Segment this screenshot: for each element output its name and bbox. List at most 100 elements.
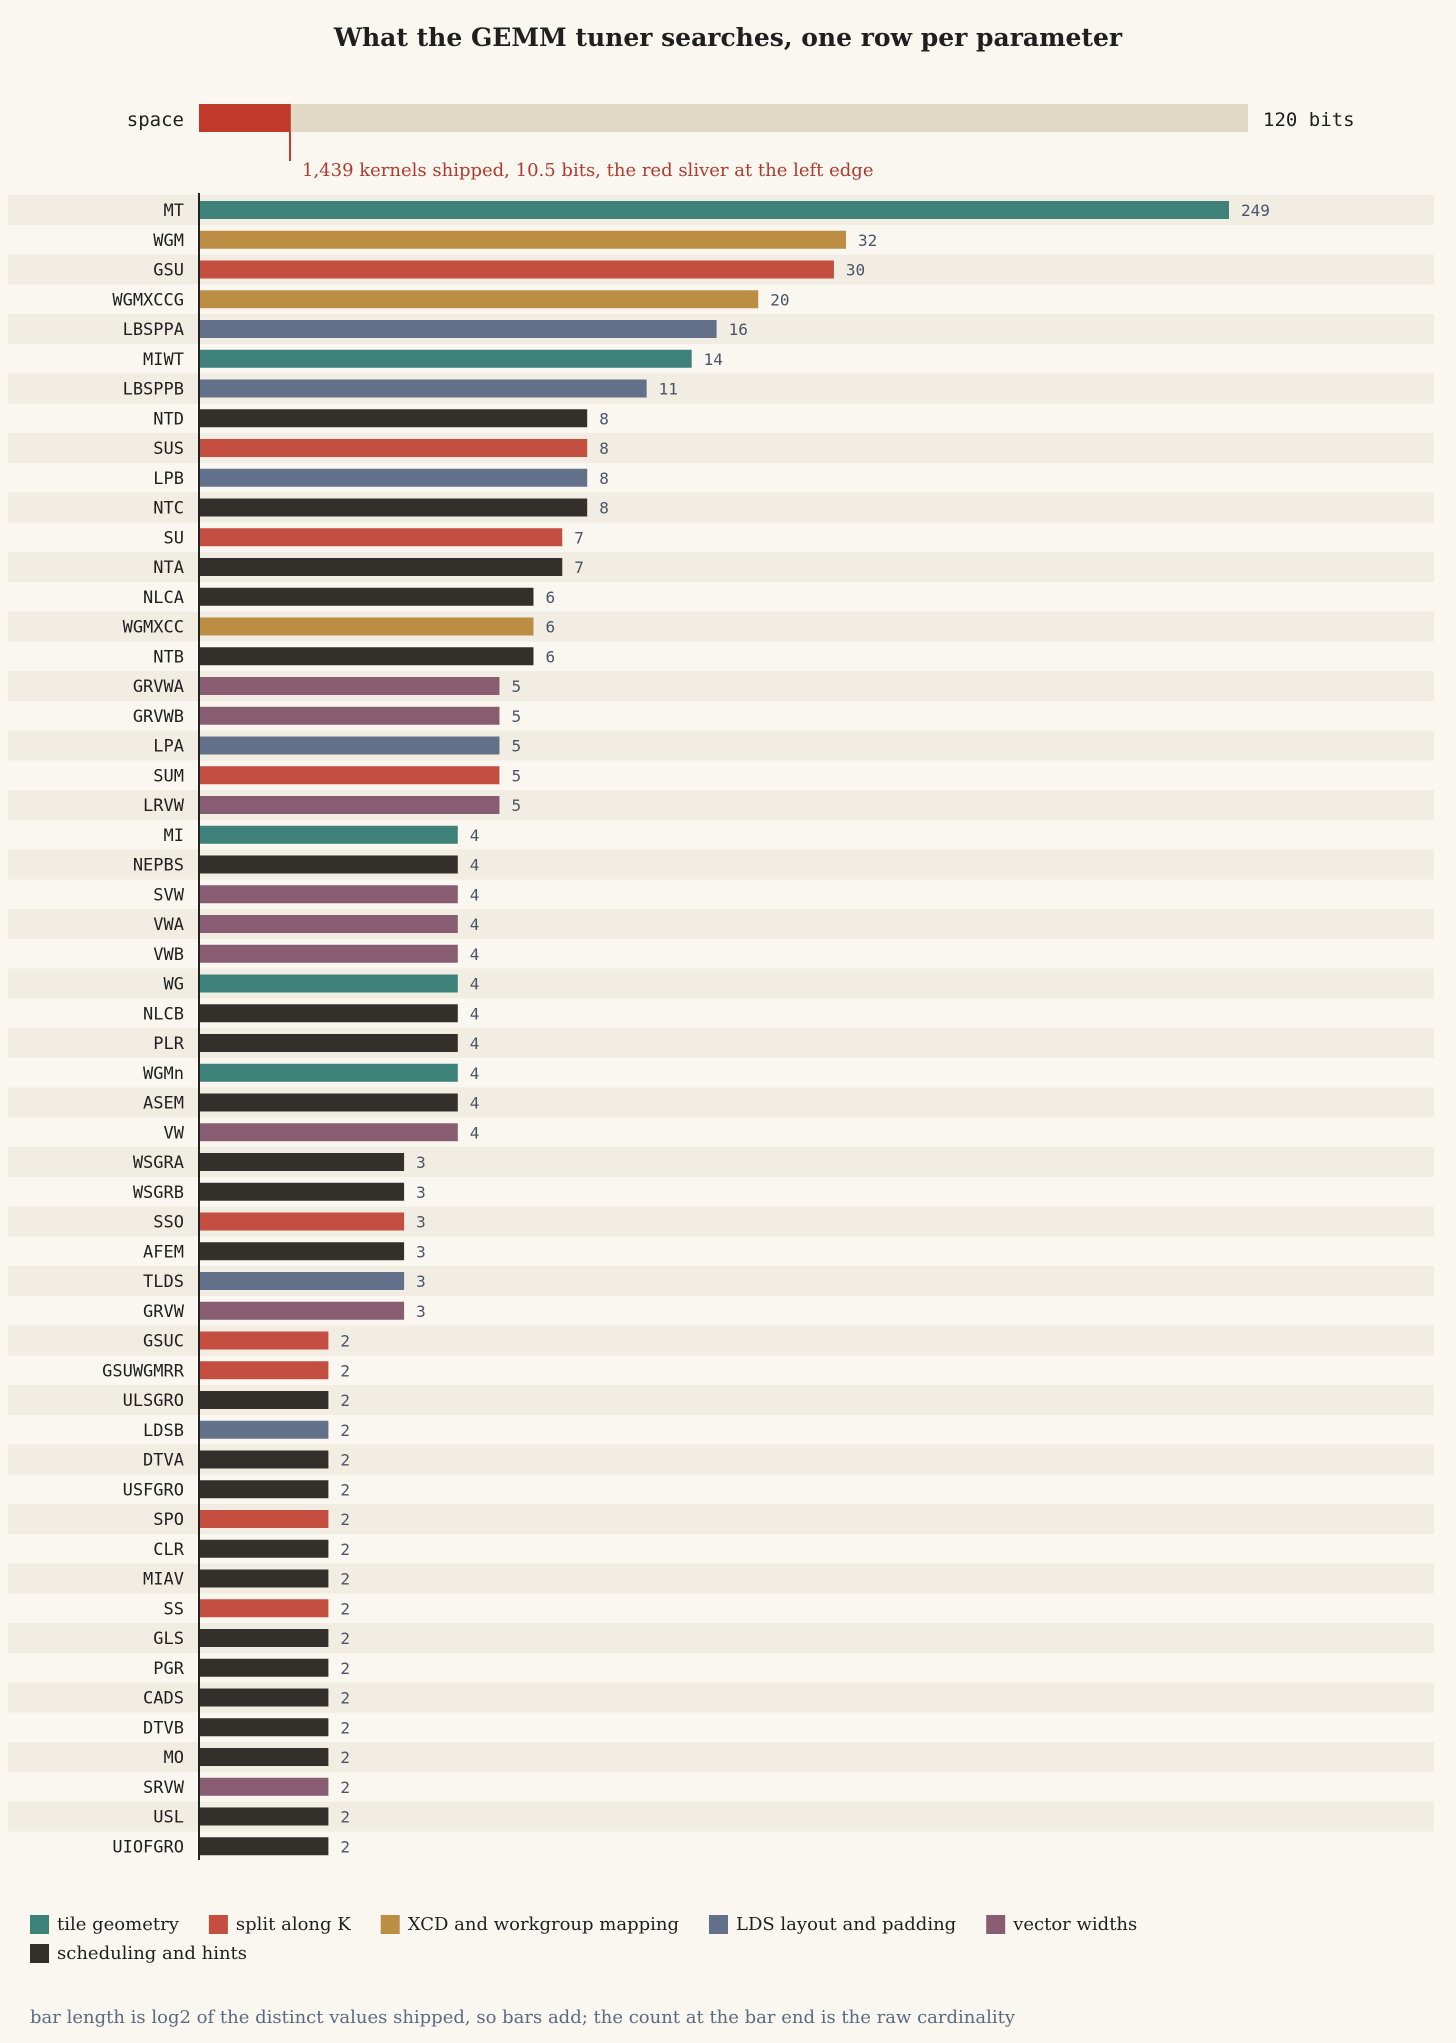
bar-nlca [199,587,534,606]
value-label: 8 [599,409,609,428]
row-label: PLR [153,1034,184,1054]
value-label: 4 [470,1094,480,1113]
bar-lpb [199,468,588,487]
value-label: 4 [470,975,480,994]
row-label: MIWT [143,350,184,370]
bar-afem [199,1242,405,1261]
value-label: 2 [340,1451,350,1470]
bar-lrvw [199,796,500,814]
row-label: WGMXCCG [112,290,184,310]
value-label: 7 [574,558,584,577]
bar-wgmn [199,1063,458,1082]
row-label: SVW [153,885,184,905]
row-label: LBSPPB [123,380,184,400]
value-label: 6 [545,647,555,666]
value-label: 4 [470,915,480,934]
legend-swatch-xcd [380,1915,400,1934]
row-label: LPB [153,469,184,489]
value-label: 2 [340,1510,350,1529]
row-label: MO [164,1748,184,1768]
bar-uiofgro [199,1837,329,1856]
bar-svw [199,885,458,904]
value-label: 5 [511,737,521,756]
bar-sus [199,439,588,457]
value-label: 14 [704,350,723,369]
value-label: 2 [340,1421,350,1440]
row-label: AFEM [143,1242,184,1262]
value-label: 4 [470,885,480,904]
row-label: SU [164,528,184,548]
value-label: 16 [729,320,748,339]
bar-vwa [199,915,458,933]
value-label: 3 [416,1183,426,1202]
footnote: bar length is log2 of the distinct value… [30,2007,1016,2028]
row-label: LDSB [143,1421,184,1441]
space-annotation: 1,439 kernels shipped, 10.5 bits, the re… [302,160,873,181]
bar-lpa [199,736,500,755]
bar-mi [199,825,458,844]
bar-wgmxcc [199,617,534,636]
row-label: ASEM [143,1094,184,1114]
row-label: USFGRO [123,1480,184,1500]
row-label: GSUC [143,1332,184,1352]
value-label: 30 [846,261,865,280]
bar-ss [199,1599,329,1618]
row-label: UIOFGRO [112,1837,184,1857]
bar-wgmxccg [199,290,759,309]
space-total-label: 120 bits [1263,109,1355,131]
value-label: 2 [340,1689,350,1708]
row-label: GSU [153,261,184,281]
bar-gsuwgmrr [199,1361,329,1380]
bar-ntb [199,647,534,666]
row-label: VWB [153,945,184,965]
value-label: 2 [340,1718,350,1737]
bar-usl [199,1807,329,1826]
bar-usfgro [199,1480,329,1499]
value-label: 8 [599,439,609,458]
bar-nepbs [199,855,458,874]
legend-swatch-vec [986,1915,1006,1934]
value-label: 6 [545,618,555,637]
row-label: WSGRB [133,1183,184,1203]
bar-miwt [199,349,692,368]
value-label: 4 [470,856,480,875]
bar-wg [199,974,458,993]
bar-nta [199,558,563,576]
row-label: LBSPPA [123,320,184,340]
row-label: SS [164,1599,184,1619]
row-label: TLDS [143,1272,184,1292]
row-label: WGMn [143,1064,184,1084]
row-label: CLR [153,1540,184,1560]
row-label: WG [164,975,184,995]
bar-lbsppa [199,320,717,338]
bar-srvw [199,1777,329,1796]
bar-wsgrb [199,1182,405,1201]
bar-dtva [199,1450,329,1469]
legend-swatch-split [208,1915,228,1934]
row-label: VWA [153,915,184,935]
row-label: NTC [153,499,184,519]
legend: tile geometry split along K XCD and workgr… [30,1914,1137,1964]
row-label: ULSGRO [123,1391,184,1411]
bar-vw [199,1123,458,1142]
value-label: 5 [511,707,521,726]
bar-vwb [199,944,458,963]
legend-label-xcd: XCD and workgroup mapping [408,1914,679,1935]
bar-clr [199,1539,329,1558]
value-label: 2 [340,1748,350,1767]
row-label: MI [164,826,184,846]
row-label: CADS [143,1689,184,1709]
value-label: 4 [470,945,480,964]
row-label: USL [153,1808,184,1828]
bar-grvwb [199,706,500,725]
value-label: 2 [340,1629,350,1648]
row-label: GRVWB [133,707,184,727]
bar-gls [199,1629,329,1647]
bar-tlds [199,1272,405,1290]
row-label: WSGRA [133,1153,184,1173]
value-label: 3 [416,1272,426,1291]
row-label: LRVW [143,796,185,816]
value-label: 2 [340,1778,350,1797]
